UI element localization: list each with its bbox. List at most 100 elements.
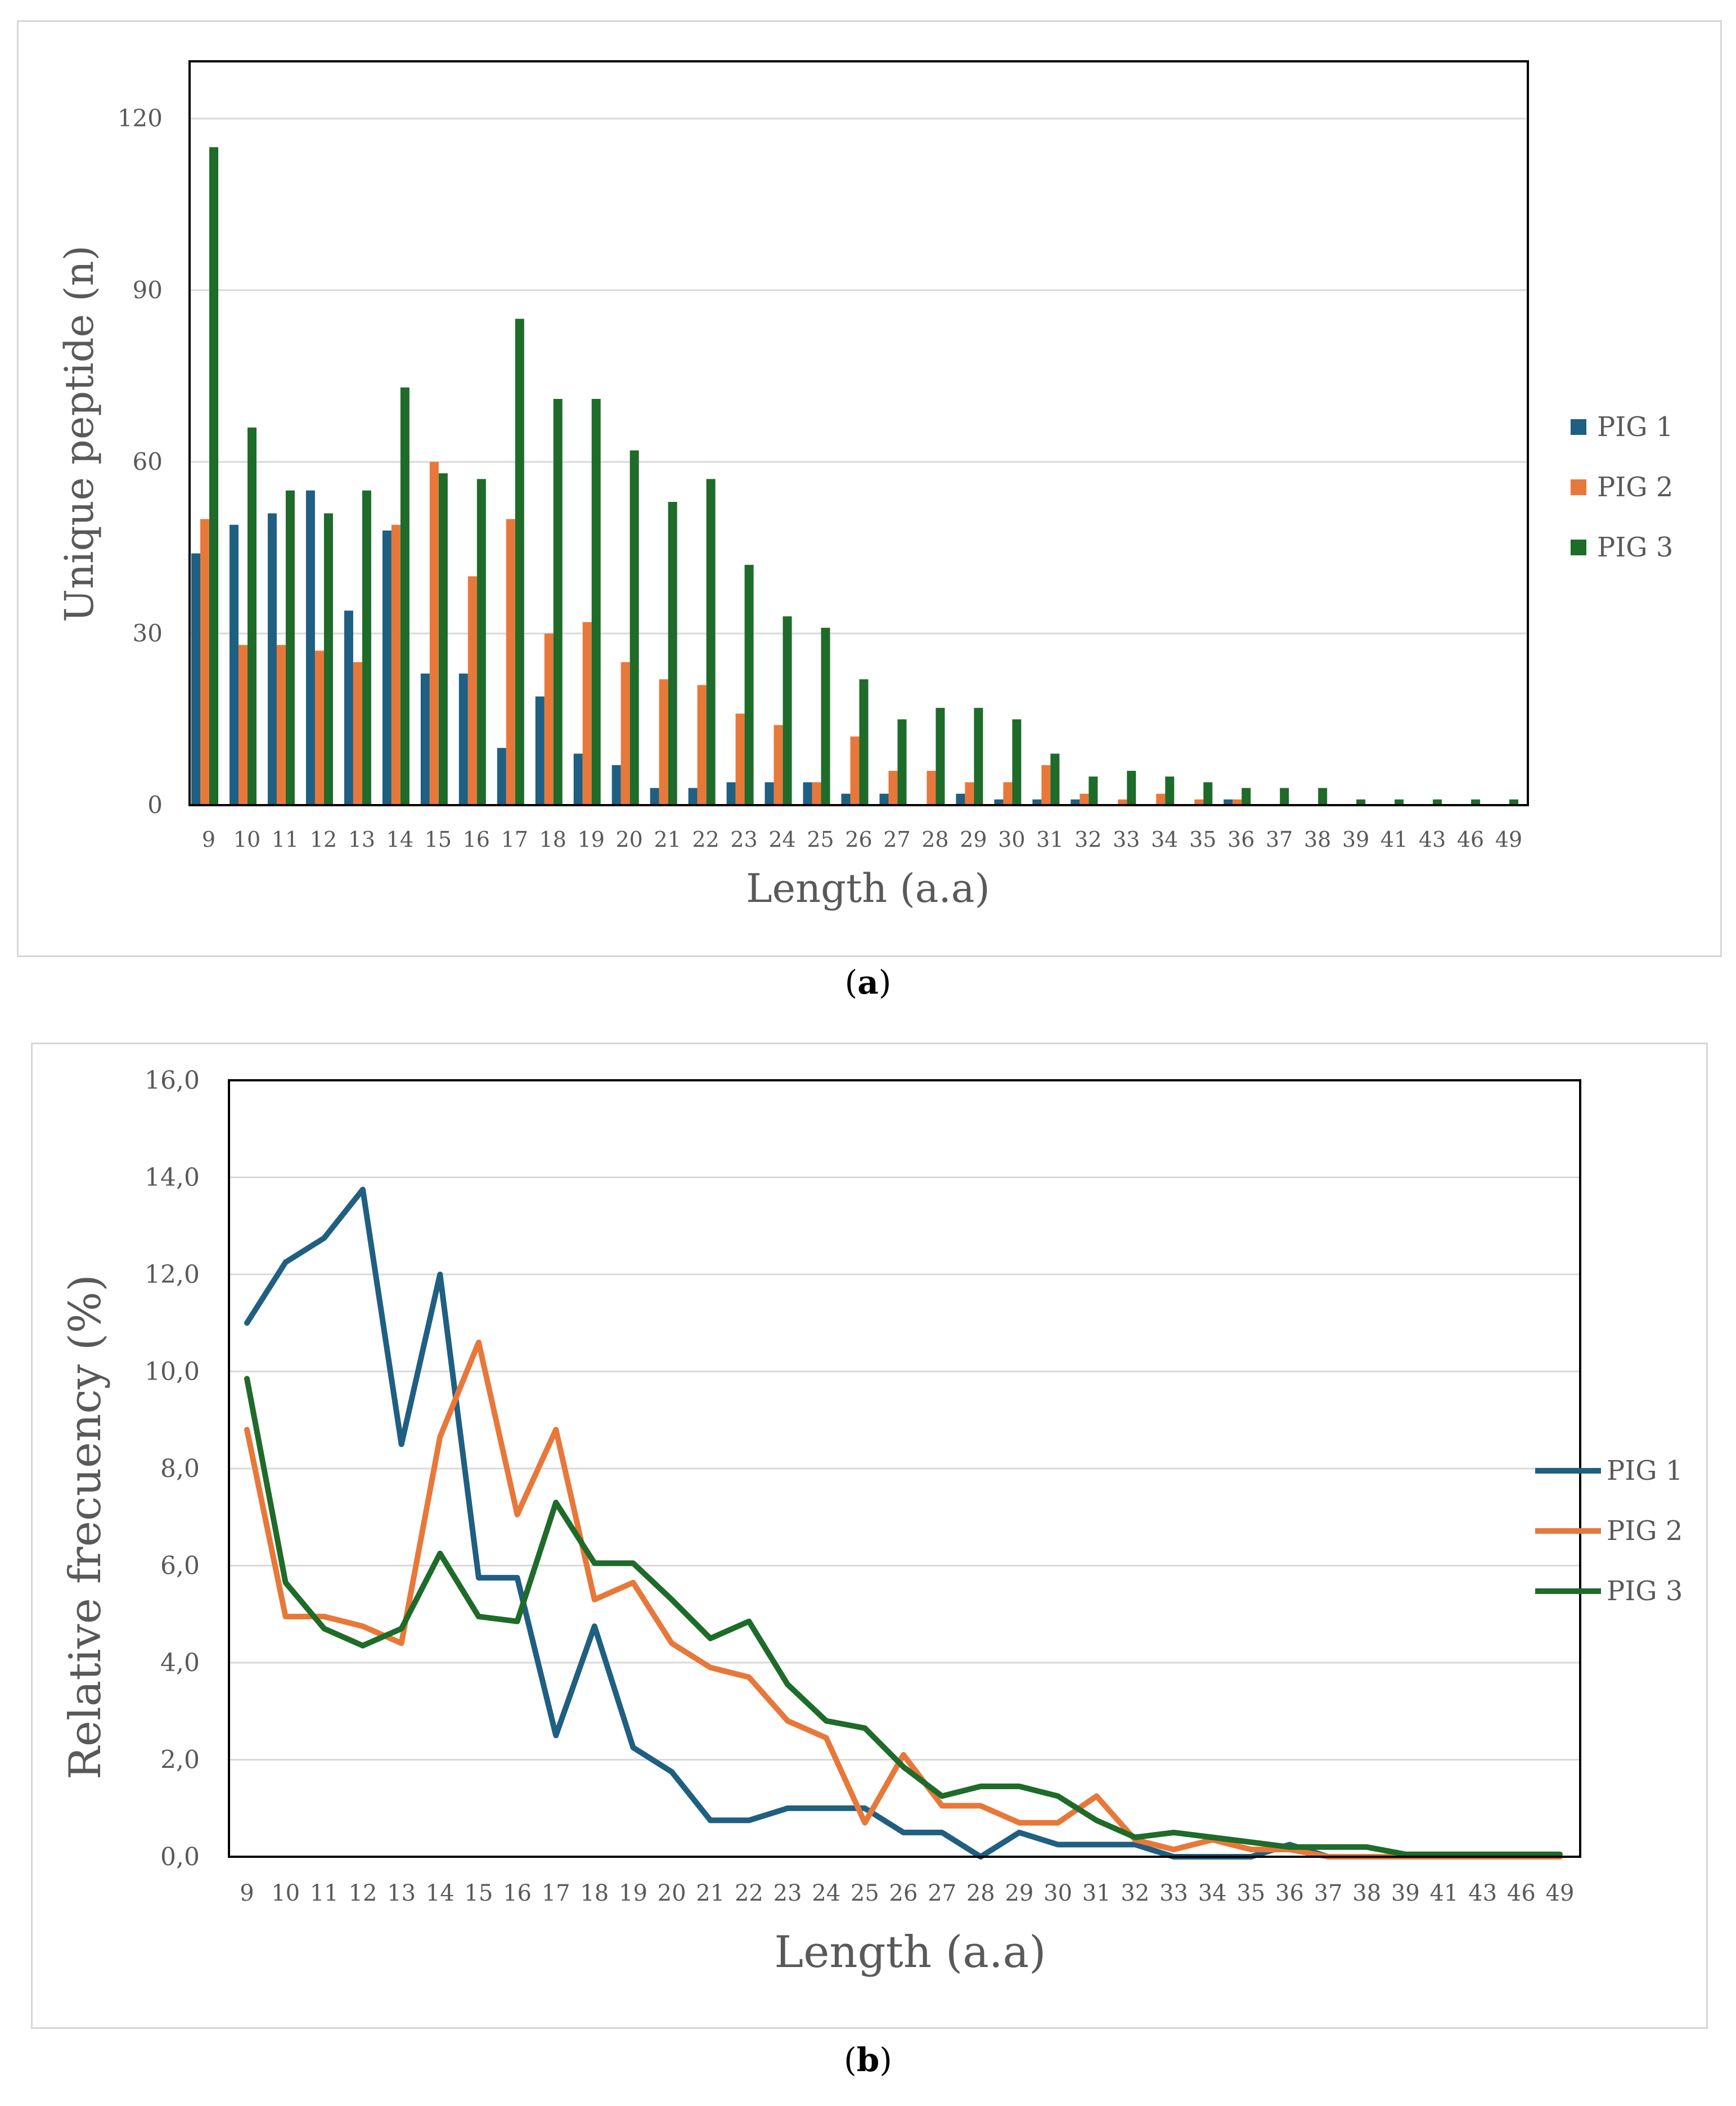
x-tick-label: 12	[348, 1880, 377, 1906]
bar	[305, 490, 315, 805]
x-tick-label: 11	[310, 1880, 339, 1906]
legend-label: PIG 2	[1607, 1515, 1683, 1547]
line-chart-panel: 0,0 2,0 4,0 6,0 8,0 10,0 12,0 14,0 16,0 9 10 11 12 1…	[31, 1043, 1708, 2029]
y-tick-label: 90	[133, 276, 163, 304]
bar	[764, 782, 774, 805]
bar	[535, 696, 545, 805]
x-tick-label: 43	[1419, 827, 1446, 852]
bar	[247, 427, 257, 805]
y-tick-label: 0,0	[160, 1843, 200, 1871]
x-tick-label: 34	[1151, 827, 1178, 852]
bar	[476, 479, 486, 805]
bar	[323, 513, 333, 805]
legend-label: PIG 3	[1607, 1575, 1683, 1607]
x-tick-label: 37	[1266, 827, 1293, 852]
legend-label: PIG 2	[1597, 472, 1673, 503]
bar	[1318, 788, 1328, 805]
y-tick-label: 0	[147, 791, 163, 819]
x-tick-label: 49	[1495, 827, 1522, 852]
x-tick-label: 25	[851, 1880, 879, 1906]
bar	[659, 679, 668, 805]
bar	[1233, 799, 1242, 805]
x-tick-label: 36	[1275, 1880, 1304, 1906]
x-tick-label: 22	[692, 827, 719, 852]
x-tick-label: 33	[1113, 827, 1140, 852]
x-tick-label: 49	[1546, 1880, 1575, 1906]
legend-label: PIG 1	[1597, 411, 1673, 443]
bar	[1242, 788, 1251, 805]
bar	[429, 461, 439, 805]
x-tick-label: 12	[310, 827, 337, 852]
bar	[812, 782, 821, 805]
caption-a-letter: a	[857, 963, 879, 1002]
bar	[438, 473, 448, 805]
y-tick-label: 14,0	[145, 1164, 200, 1192]
bar	[897, 719, 907, 805]
y-axis-title: Relative frecuency (%)	[60, 1274, 111, 1780]
x-tick-label: 16	[503, 1880, 532, 1906]
x-tick-label: 39	[1391, 1880, 1420, 1906]
bar	[936, 708, 945, 805]
x-tick-label: 21	[696, 1880, 725, 1906]
x-tick-label: 16	[463, 827, 490, 852]
bar	[314, 650, 324, 805]
bar	[191, 553, 200, 805]
bar	[803, 782, 812, 805]
bar	[1395, 799, 1404, 805]
x-tick-label: 46	[1457, 827, 1484, 852]
legend-swatch	[1571, 419, 1586, 435]
x-tick-label: 30	[998, 827, 1025, 852]
bar	[841, 793, 851, 805]
bar	[467, 576, 477, 805]
caption-a-open: (	[844, 963, 858, 1002]
x-tick-label: 41	[1430, 1880, 1459, 1906]
caption-a-close: )	[878, 963, 892, 1002]
line-chart: 0,0 2,0 4,0 6,0 8,0 10,0 12,0 14,0 16,0 9 10 11 12 1…	[60, 1066, 1683, 1978]
bar	[544, 633, 554, 805]
y-tick-label: 16,0	[145, 1066, 200, 1095]
x-tick-label: 11	[272, 827, 299, 852]
bar	[879, 793, 889, 805]
bar	[582, 622, 592, 805]
bar	[726, 782, 736, 805]
legend-swatch	[1571, 540, 1586, 555]
bar	[620, 662, 630, 805]
x-tick-label: 13	[348, 827, 375, 852]
bar	[362, 490, 371, 805]
x-tick-label: 9	[240, 1880, 254, 1906]
x-tick-label: 19	[578, 827, 605, 852]
bar	[238, 645, 248, 805]
y-tick-label: 12,0	[145, 1260, 200, 1289]
bar	[965, 782, 974, 805]
x-tick-label: 10	[233, 827, 260, 852]
bar	[1032, 799, 1042, 805]
legend-label: PIG 3	[1597, 532, 1673, 563]
caption-b-letter: b	[856, 2041, 880, 2079]
bar	[850, 736, 860, 805]
bar	[1509, 799, 1519, 805]
bar	[650, 788, 659, 805]
bar	[1224, 799, 1233, 805]
bar	[1080, 793, 1089, 805]
bar-chart-panel: 0 30 60 90 120 9 10 11 12 13 14 15 16 17 18 19 20 21 22 23…	[17, 20, 1722, 957]
x-tick-label: 36	[1227, 827, 1254, 852]
bar	[773, 725, 783, 805]
bar	[391, 524, 401, 805]
bar	[668, 502, 677, 805]
x-tick-label: 15	[464, 1880, 493, 1906]
x-tick-label: 27	[883, 827, 910, 852]
x-tick-label: 10	[271, 1880, 300, 1906]
bar	[1127, 770, 1136, 805]
bar	[200, 519, 209, 805]
x-tick-label: 18	[580, 1880, 609, 1906]
x-axis-title: Length (a.a)	[746, 865, 990, 911]
x-tick-label: 35	[1236, 1880, 1265, 1906]
bar	[591, 398, 601, 805]
bar	[688, 788, 698, 805]
caption-b: (b)	[0, 2041, 1736, 2079]
legend-swatch	[1571, 479, 1586, 495]
bar	[353, 662, 362, 805]
bar	[285, 490, 295, 805]
bar	[344, 610, 353, 805]
y-tick-label: 2,0	[160, 1746, 200, 1775]
